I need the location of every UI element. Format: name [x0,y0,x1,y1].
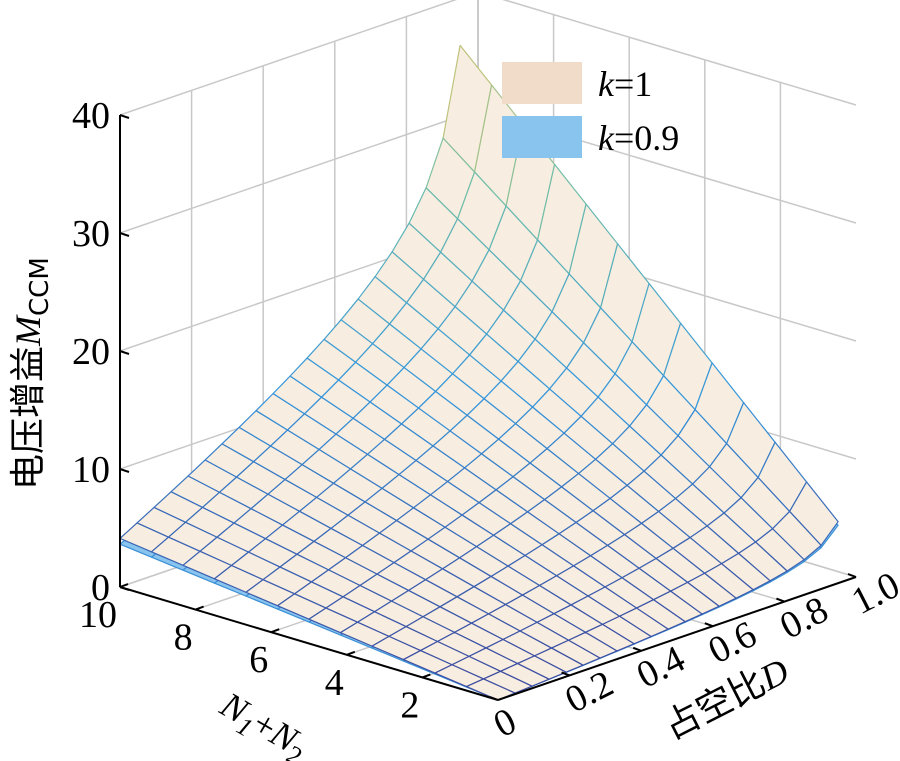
legend-label-k09-rest: =0.9 [614,118,679,158]
grid-line-z-left [119,109,479,234]
y-tick-mark [489,696,499,701]
z-axis-title-var: M [8,314,48,347]
legend-swatch-k09 [502,116,582,158]
x-tick-mark [119,583,129,588]
x-tick-label: 4 [325,662,344,704]
x-tick-mark [422,673,431,679]
legend-label-k09-var: k [598,118,615,158]
legend-label-k1-var: k [598,64,615,104]
y-tick-label: 0.8 [773,589,834,648]
grid-line-z-right [502,0,857,106]
y-tick-mark [704,622,714,628]
svg-text:电压增益MCCM: 电压增益MCCM [8,257,55,490]
y-tick-label: 0.4 [630,638,691,697]
z-tick-label: 30 [72,213,110,255]
x-tick-mark [270,628,280,634]
z-tick-mark [119,350,130,355]
y-tick-mark [847,573,857,578]
y-tick-mark [561,671,570,677]
z-tick-mark [119,468,130,473]
z-tick-label: 20 [72,331,110,373]
x-axis-line [119,586,499,701]
legend-label-k09: k=0.9 [598,118,679,158]
x-tick-label: 10 [79,594,117,636]
z-tick-label: 40 [72,95,110,137]
z-tick-mark [119,232,130,237]
y-tick-mark [632,646,642,652]
z-axis-title-sub: CCM [25,257,55,316]
y-tick-mark [776,597,785,603]
z-tick-label: 10 [72,449,110,491]
y-tick-label: 1.0 [845,564,900,623]
x-axis-title: N1+N2 [210,684,316,761]
grid-line-z-left [119,0,458,116]
z-axis-title-text: 电压增益 [8,346,49,490]
svg-text:N1+N2: N1+N2 [210,684,316,761]
axes [119,114,857,701]
x-tick-mark [195,605,204,611]
x-tick-label: 2 [400,684,419,726]
z-axis-title: 电压增益MCCM [8,257,55,490]
legend-label-k1-rest: =1 [614,64,652,104]
x-tick-label: 6 [249,639,268,681]
z-tick-label: 0 [91,567,110,609]
y-tick-label: 0 [487,700,523,746]
legend: k=1 k=0.9 [502,62,679,158]
surface-plot [119,44,839,701]
legend-label-k1: k=1 [598,64,652,104]
legend-swatch-k1 [502,62,582,104]
x-tick-label: 8 [174,617,193,659]
y-axis-line [497,576,857,701]
z-tick-mark [119,114,130,119]
x-tick-mark [346,650,356,656]
